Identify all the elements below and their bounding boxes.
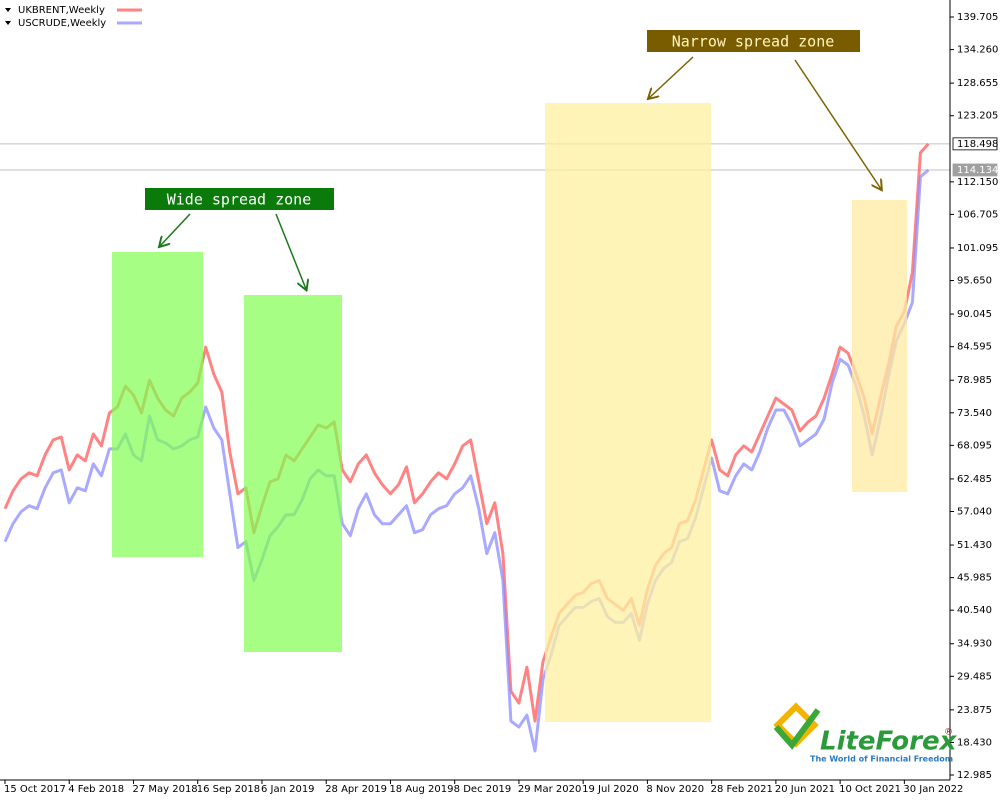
arrow — [649, 56, 694, 98]
y-tick-label: 78.985 — [957, 375, 992, 386]
narrow-zone — [545, 103, 711, 722]
wide-zone — [244, 295, 342, 652]
y-tick-label: 51.430 — [957, 540, 992, 551]
logo-text: LiteForex — [820, 727, 958, 757]
x-tick-label: 8 Dec 2019 — [454, 784, 512, 795]
y-tick-label: 29.485 — [957, 671, 992, 682]
x-tick-label: 28 Apr 2019 — [325, 784, 387, 795]
y-tick-label: 139.705 — [957, 12, 998, 23]
y-tick-label: 84.595 — [957, 342, 992, 353]
price-tag — [952, 137, 998, 151]
y-tick-label: 18.430 — [957, 737, 992, 748]
price-label: 114.134 — [957, 165, 998, 176]
legend-icon — [5, 8, 11, 12]
price-tag — [952, 163, 998, 177]
x-tick-label: 20 Jun 2021 — [775, 784, 835, 795]
annotation-box — [647, 30, 860, 52]
annotation: Narrow spread zone — [672, 33, 835, 51]
x-tick-label: 10 Oct 2021 — [839, 784, 901, 795]
x-tick-label: 8 Nov 2020 — [646, 784, 704, 795]
arrow — [794, 59, 881, 189]
price-label: 118.498 — [957, 139, 998, 150]
y-tick-label: 40.540 — [957, 605, 992, 616]
x-tick-label: 28 Feb 2021 — [711, 784, 773, 795]
y-tick-label: 23.875 — [957, 705, 992, 716]
legend: UKBRENT,Weekly USCRUDE,Weekly — [5, 5, 142, 29]
y-tick-label: 134.260 — [957, 45, 998, 56]
narrow-zone — [852, 200, 907, 492]
y-tick-label: 62.485 — [957, 474, 992, 485]
logo-tagline: The World of Financial Freedom — [810, 755, 953, 764]
logo-icon — [773, 708, 821, 750]
x-tick-label: 18 Aug 2019 — [389, 784, 453, 795]
x-tick-label: 16 Sep 2018 — [197, 784, 260, 795]
x-tick-label: 29 Mar 2020 — [518, 784, 581, 795]
x-tick-label: 30 Jan 2022 — [903, 784, 963, 795]
logo-icon — [773, 702, 819, 748]
legend-label: USCRUDE,Weekly — [18, 18, 106, 29]
y-tick-label: 34.930 — [957, 639, 992, 650]
y-tick-label: 73.540 — [957, 408, 992, 419]
x-tick-label: 19 Jul 2020 — [582, 784, 639, 795]
logo: LiteForex ® The World of Financial Freed… — [773, 702, 958, 764]
arrow — [160, 213, 191, 246]
y-tick-label: 90.045 — [957, 309, 992, 320]
legend-label: UKBRENT,Weekly — [18, 5, 105, 16]
grid-layer — [0, 143, 950, 171]
logo-mark: ® — [944, 728, 953, 738]
annotation-box — [145, 188, 334, 210]
legend-icon — [5, 21, 11, 25]
wide-zone — [112, 252, 203, 557]
y-tick-label: 123.205 — [957, 111, 998, 122]
y-tick-label: 128.655 — [957, 78, 998, 89]
y-tick-label: 45.985 — [957, 573, 992, 584]
x-tick-label: 27 May 2018 — [132, 784, 197, 795]
x-tick-label: 4 Feb 2018 — [68, 784, 124, 795]
y-tick-label: 112.150 — [957, 177, 998, 188]
annotation: Wide spread zone — [167, 191, 312, 209]
y-tick-label: 101.095 — [957, 243, 998, 254]
y-tick-label: 68.095 — [957, 440, 992, 451]
x-tick-label: 6 Jan 2019 — [261, 784, 315, 795]
y-tick-label: 12.985 — [957, 770, 992, 781]
arrow — [275, 213, 306, 289]
y-tick-label: 106.705 — [957, 209, 998, 220]
x-tick-label: 15 Oct 2017 — [4, 784, 66, 795]
y-tick-label: 95.650 — [957, 276, 992, 287]
y-tick-label: 57.040 — [957, 506, 992, 517]
